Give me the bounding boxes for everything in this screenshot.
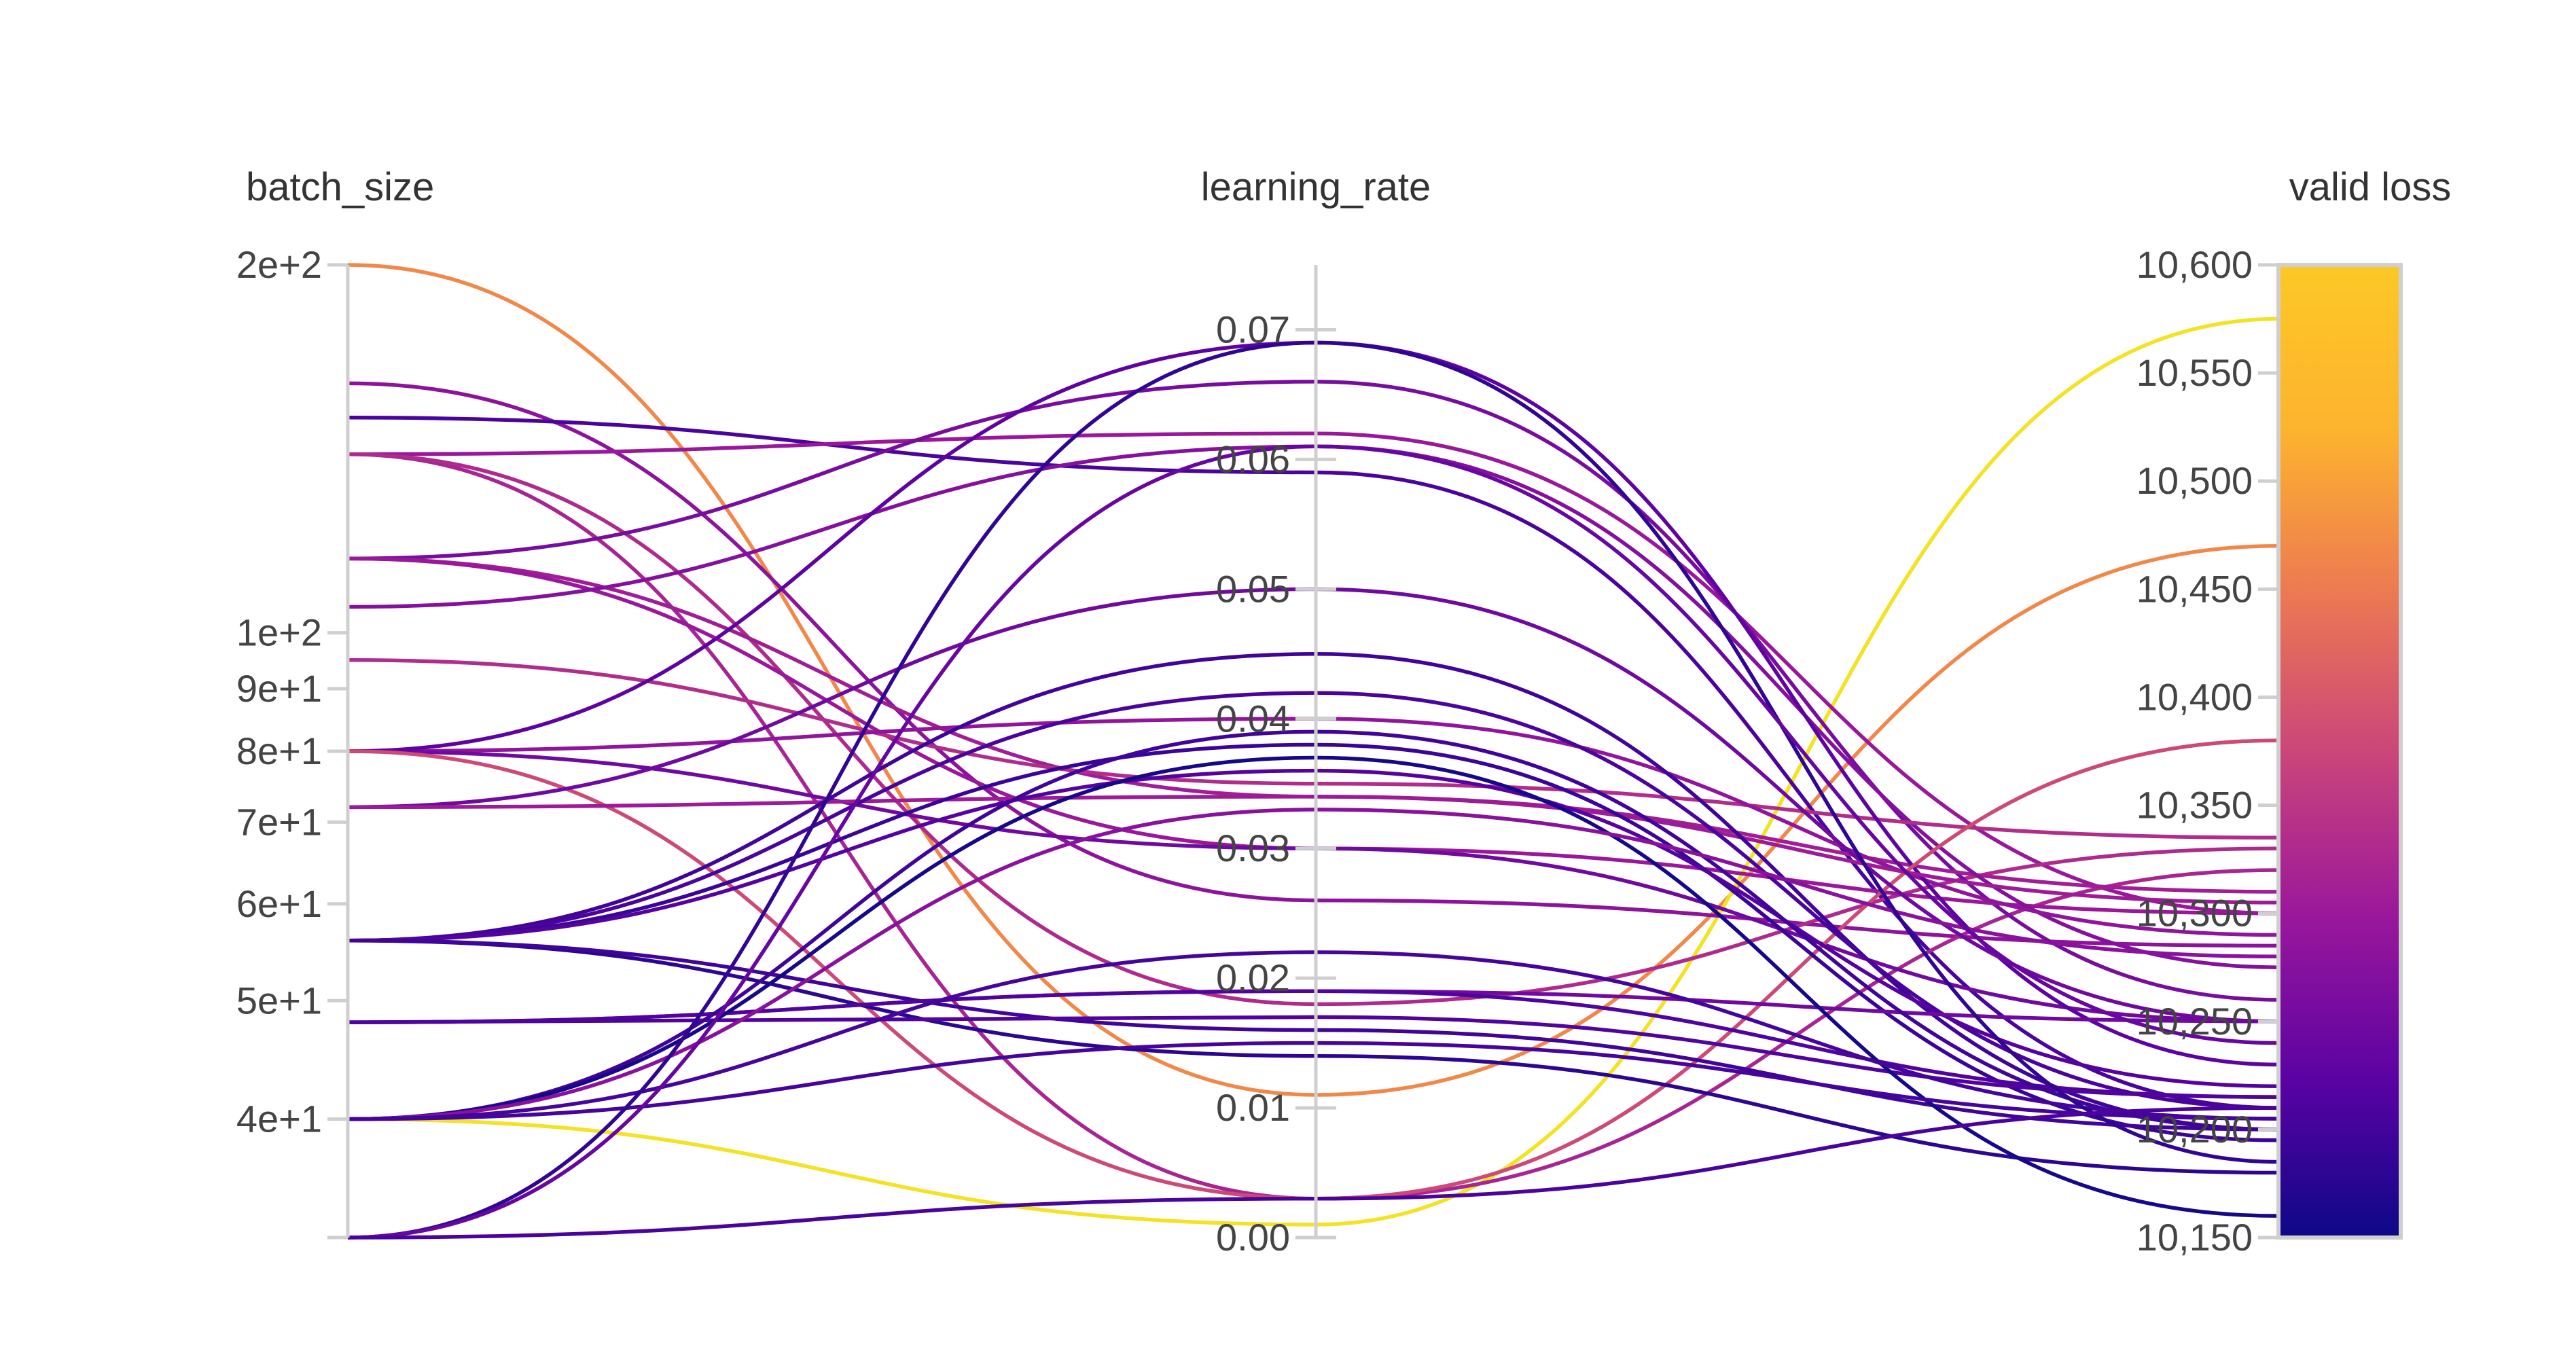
polyline-layer	[347, 263, 2279, 1240]
series-line-10	[347, 444, 2279, 969]
series-line-0	[347, 263, 2279, 1097]
series-line-28	[347, 755, 2279, 1218]
series-line-34	[347, 1106, 2279, 1240]
tick-label: 0.01	[1216, 1086, 1290, 1129]
series-line-32	[347, 340, 2279, 1240]
axis-valid-loss: valid loss 10,600 10,550 10,500 10,450 10,400…	[2136, 165, 2452, 1259]
tick-label: 0.00	[1216, 1216, 1290, 1259]
series-line-8	[347, 556, 2279, 894]
tick-label: 10,250	[2136, 1000, 2253, 1043]
axis-learning_rate: learning_rate 0.07 0.06 0.05 0.04 0.03 0.02 0.0…	[1201, 165, 1431, 1259]
series-line-29	[347, 808, 2279, 1121]
series-line-4	[347, 431, 2279, 916]
series-line-7	[347, 380, 2279, 1002]
tick-label: 4e+1	[236, 1098, 322, 1140]
axis-title: learning_rate	[1201, 165, 1431, 209]
series-line-33	[347, 444, 2279, 1240]
tick-label: 10,450	[2136, 567, 2253, 610]
series-line-5	[347, 452, 2279, 1201]
axis-batch_size: batch_size 2e+2 1e+2 9e+1 8e+1 7e+1 6e+1 5e+1 4e…	[236, 165, 434, 1240]
tick-label: 0.04	[1216, 697, 1290, 740]
tick-label: 10,150	[2136, 1216, 2253, 1259]
tick-label: 7e+1	[236, 800, 322, 843]
tick-label: 10,600	[2136, 243, 2253, 286]
tick-label: 10,350	[2136, 784, 2253, 827]
series-line-2	[347, 381, 2279, 948]
tick-label: 10,500	[2136, 459, 2253, 502]
tick-label: 10,200	[2136, 1108, 2253, 1151]
axis-title: batch_size	[246, 165, 434, 209]
axis-title: valid loss	[2289, 165, 2452, 209]
tick-label: 1e+2	[236, 611, 322, 654]
series-line-20	[347, 742, 2279, 1142]
tick-label: 6e+1	[236, 882, 322, 925]
colorbar	[2278, 265, 2401, 1238]
colorbar-border	[2276, 263, 2403, 1240]
axes-layer: batch_size 2e+2 1e+2 9e+1 8e+1 7e+1 6e+1 5e+1 4e…	[236, 165, 2451, 1259]
tick-label: 5e+1	[236, 979, 322, 1022]
series-line-3	[347, 416, 2279, 1110]
tick-label: 0.07	[1216, 308, 1290, 350]
series-line-21	[347, 768, 2279, 1088]
tick-label: 10,300	[2136, 892, 2253, 935]
tick-label: 0.03	[1216, 827, 1290, 869]
tick-label: 0.06	[1216, 437, 1290, 480]
tick-label: 9e+1	[236, 667, 322, 710]
series-line-9	[347, 556, 2279, 916]
series-line-18	[347, 652, 2279, 1132]
tick-label: 10,550	[2136, 351, 2253, 394]
tick-label: 0.02	[1216, 956, 1290, 999]
tick-label: 0.05	[1216, 567, 1290, 610]
tick-label: 10,400	[2136, 675, 2253, 718]
tick-label: 2e+2	[236, 243, 322, 286]
tick-label: 8e+1	[236, 729, 322, 772]
